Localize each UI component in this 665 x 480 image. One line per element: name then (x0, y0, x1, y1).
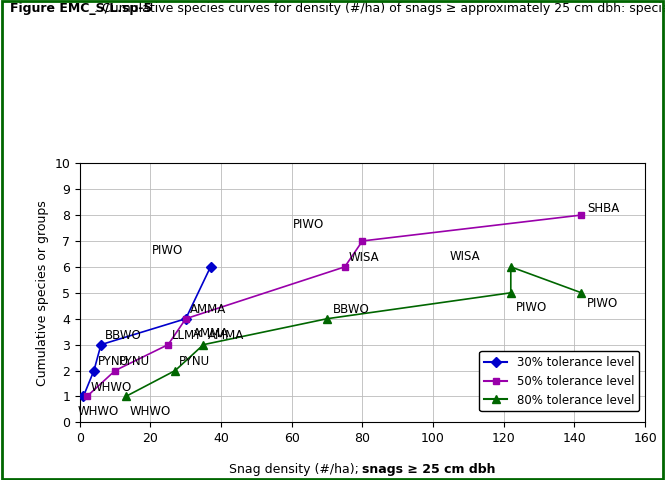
Text: BBWO: BBWO (332, 303, 369, 316)
Text: PYNU: PYNU (98, 355, 129, 368)
Text: Figure EMC_S/L.sp-5: Figure EMC_S/L.sp-5 (10, 2, 152, 15)
Text: WISA: WISA (349, 252, 380, 264)
Text: WISA: WISA (450, 250, 480, 263)
Text: AMMA: AMMA (190, 303, 226, 316)
Text: WHWO: WHWO (78, 405, 119, 418)
Text: PIWO: PIWO (587, 297, 618, 310)
Text: WHWO: WHWO (91, 381, 132, 394)
Text: PYNU: PYNU (119, 355, 150, 368)
Text: PYNU: PYNU (180, 355, 211, 368)
Text: Snag density (#/ha);: Snag density (#/ha); (229, 463, 362, 476)
Text: SHBA: SHBA (587, 202, 619, 215)
Text: snags ≥ 25 cm dbh: snags ≥ 25 cm dbh (362, 463, 496, 476)
Text: PIWO: PIWO (293, 218, 325, 231)
Text: PIWO: PIWO (152, 244, 184, 257)
Text: WHWO: WHWO (130, 405, 171, 418)
Text: AMMA: AMMA (193, 327, 229, 340)
Text: AMMA: AMMA (207, 329, 244, 342)
Y-axis label: Cumulative species or groups: Cumulative species or groups (36, 200, 49, 385)
Text: PIWO: PIWO (516, 301, 547, 314)
Text: LLMY: LLMY (172, 329, 203, 342)
Text: BBWO: BBWO (105, 329, 142, 342)
Text: . Cumulative species curves for density (#/ha) of snags ≥ approximately 25 cm db: . Cumulative species curves for density … (94, 2, 665, 15)
Legend: 30% tolerance level, 50% tolerance level, 80% tolerance level: 30% tolerance level, 50% tolerance level… (479, 351, 639, 411)
